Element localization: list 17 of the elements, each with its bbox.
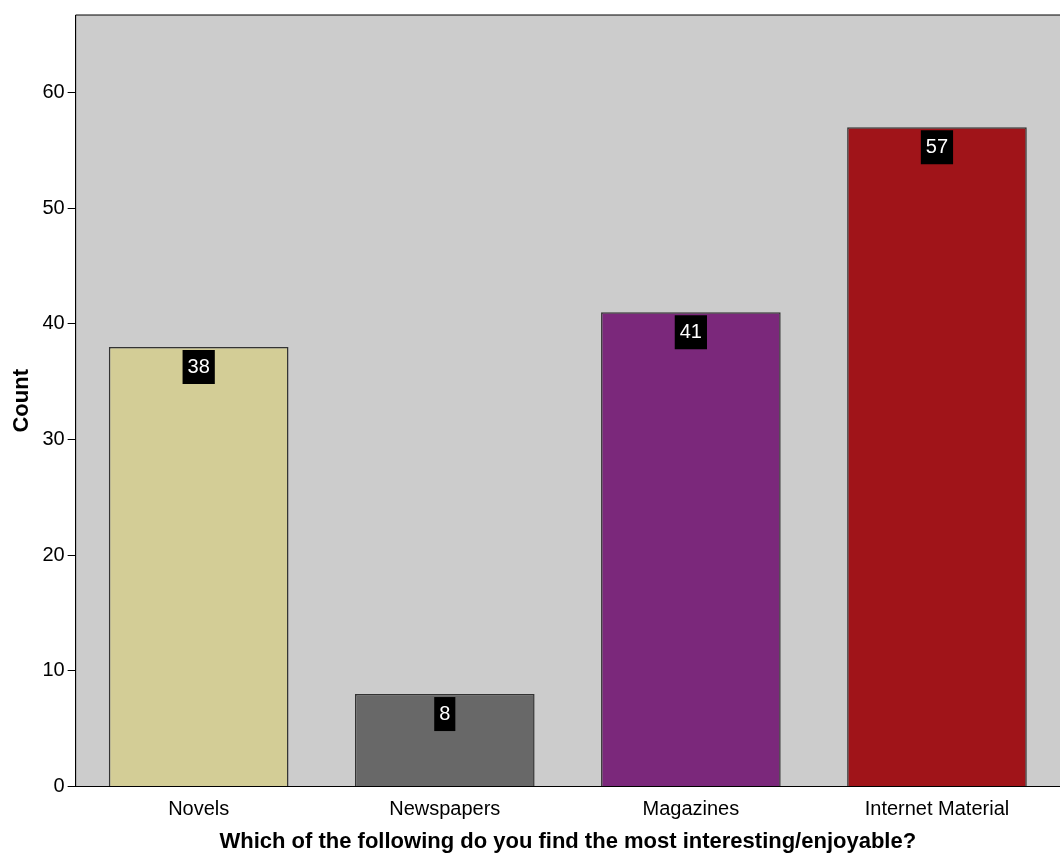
y-tick-label: 60 [42,80,65,103]
x-axis-title: Which of the following do you find the most interesting/enjoyable? [219,827,917,853]
x-tick-label: Newspapers [389,797,501,820]
y-tick-label: 40 [42,311,65,334]
y-tick-label: 10 [42,658,65,681]
y-axis-title: Count [8,368,34,433]
y-tick-label: 50 [42,195,65,218]
y-tick-label: 30 [42,427,65,450]
data-label: 41 [679,319,702,342]
x-tick-label: Magazines [642,797,740,820]
x-tick-label: Internet Material [864,797,1010,820]
data-label: 57 [925,134,949,157]
x-tick-label: Novels [168,797,230,820]
data-label: 38 [187,354,210,377]
y-tick-label: 20 [42,542,65,565]
y-tick-label: 0 [53,774,65,797]
data-label: 8 [439,701,451,724]
